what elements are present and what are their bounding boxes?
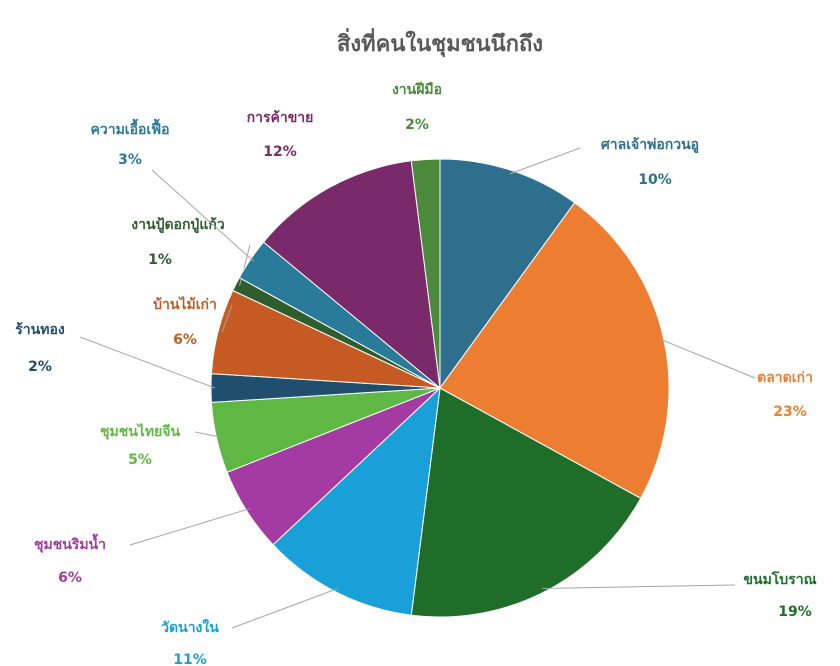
slice-label: ร้านทอง (15, 322, 65, 338)
chart-title: สิ่งที่คนในชุมชนนึกถึง (337, 27, 543, 58)
slice-label: ชุมชนริมน้ำ (34, 533, 106, 553)
slice-label: งานฝีมือ (392, 82, 442, 98)
slice-value-label: 12% (263, 144, 297, 160)
slice-value-label: 2% (405, 117, 429, 133)
slice-value-label: 11% (173, 652, 207, 666)
slice-label: การค้าขาย (247, 110, 314, 126)
slice-value-label: 23% (773, 404, 807, 420)
leader-line (232, 588, 338, 628)
slice-value-label: 5% (128, 452, 152, 468)
chart: สิ่งที่คนในชุมชนนึกถึง ศาลเจ้าพ่อกวนอู 10… (0, 0, 840, 666)
leader-line (542, 585, 735, 588)
slice-label: ขนมโบราณ (743, 570, 816, 588)
slice-value-label: 6% (173, 332, 197, 348)
slice-label: ความเอื้อเฟื้อ (90, 118, 169, 138)
slice-label: วัดนางใน (161, 618, 219, 636)
slice-label: ศาลเจ้าพ่อกวนอู (601, 137, 699, 153)
slice-value-label: 6% (58, 570, 82, 586)
leader-line (130, 509, 250, 545)
slice-value-label: 1% (148, 252, 172, 268)
slice-value-label: 3% (118, 152, 142, 168)
slice-value-label: 10% (638, 172, 672, 188)
slice-label: บ้านไม้เก่า (153, 295, 217, 313)
leader-line (152, 170, 254, 262)
slice-value-label: 2% (28, 359, 52, 375)
slice-value-label: 19% (778, 604, 812, 620)
slice-label: ชุมชนไทยจีน (100, 422, 180, 440)
slice-label: งานปู้ดอกปู่แก้ว (131, 217, 225, 233)
leader-line (510, 148, 580, 174)
leader-line (660, 339, 755, 378)
slice-label: ตลาดเก่า (757, 370, 813, 386)
